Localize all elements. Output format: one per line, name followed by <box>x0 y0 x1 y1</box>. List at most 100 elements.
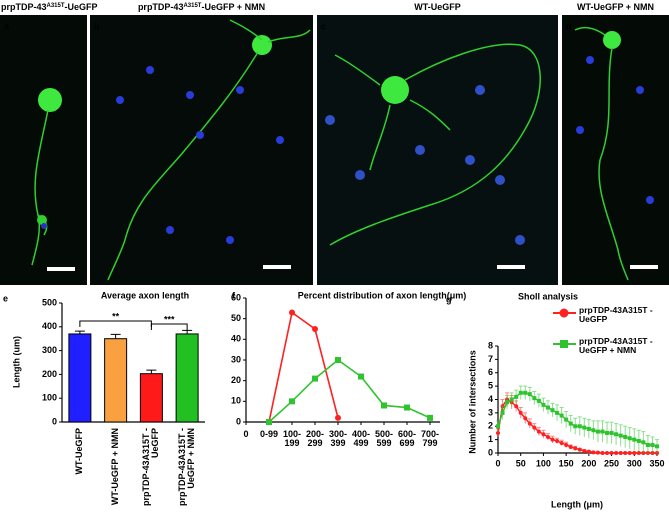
data-point <box>577 447 582 452</box>
data-point <box>289 398 295 405</box>
y-tick-label: 0 <box>236 416 241 426</box>
y-tick-label: 400 <box>42 321 57 331</box>
panel-letter: g <box>446 294 452 304</box>
y-tick-label: 7 <box>488 354 493 364</box>
data-point <box>536 429 541 434</box>
data-point <box>518 390 523 395</box>
data-point <box>568 421 573 426</box>
x-tick-label: 150 <box>559 458 574 468</box>
data-point <box>623 451 628 455</box>
data-point <box>605 451 610 455</box>
data-point <box>614 432 619 437</box>
scale-bar <box>630 265 658 269</box>
title-part: prpTDP-43 <box>1 2 47 12</box>
x-tick-label: 350 <box>649 458 664 468</box>
x-tick-label: 50 <box>516 458 526 468</box>
x-tick-label: 0 <box>243 429 249 439</box>
x-tick-label: 400-499 <box>351 429 370 449</box>
neurite <box>329 43 541 246</box>
panel-letter: d <box>566 21 572 31</box>
y-tick-label: 1 <box>488 434 493 444</box>
nucleus <box>41 223 47 229</box>
data-point <box>655 444 659 449</box>
y-tick-label: 60 <box>231 292 241 302</box>
data-point <box>600 429 605 434</box>
data-point <box>550 408 555 413</box>
neurite <box>107 19 311 281</box>
x-tick-label: 250 <box>604 458 619 468</box>
y-tick-label: 20 <box>231 375 241 385</box>
y-axis-label: Number of intersections <box>467 350 477 454</box>
data-point <box>312 375 318 382</box>
data-point <box>559 440 564 445</box>
legend-label: prpTDP-43A315T -UeGFP <box>579 305 653 324</box>
panel-letter: a <box>4 21 10 31</box>
chart-title: Percent distribution of axon length(μm) <box>298 290 467 300</box>
x-tick-label: 0-99 <box>259 429 278 439</box>
x-axis-label: Length (μm) <box>551 499 603 509</box>
error-bar <box>182 329 193 334</box>
soma <box>381 76 409 104</box>
error-bar <box>146 369 157 374</box>
micrograph-a <box>0 15 87 285</box>
nuclei <box>116 66 284 244</box>
data-point <box>595 429 600 434</box>
x-tick-label: 300-399 <box>328 429 347 449</box>
panel-letter: e <box>3 293 8 303</box>
significance-bracket <box>150 323 188 330</box>
data-point <box>545 405 550 410</box>
data-point <box>614 451 619 455</box>
legend-marker <box>560 340 568 348</box>
data-point <box>518 410 523 415</box>
x-tick-label: 500-599 <box>374 429 393 449</box>
data-point <box>289 309 295 316</box>
data-point <box>577 424 582 429</box>
data-point <box>582 448 587 453</box>
y-tick-label: 0 <box>52 416 57 426</box>
data-point <box>266 419 272 425</box>
panel-bg <box>562 15 669 285</box>
soma <box>37 215 47 225</box>
title-superscript: A315T <box>183 3 201 9</box>
data-point <box>496 424 500 429</box>
error-bar <box>74 330 85 334</box>
x-tick-label: 100 <box>536 458 551 468</box>
bar <box>68 333 92 423</box>
data-point <box>623 434 628 439</box>
data-point <box>532 425 537 430</box>
data-point <box>550 437 555 442</box>
panel-letter: f <box>232 290 236 300</box>
data-point <box>618 451 623 455</box>
panel-letter: c <box>321 21 326 31</box>
data-point <box>541 432 546 437</box>
legend-label: prpTDP-43A315T -UeGFP + NMN <box>579 336 653 355</box>
data-point <box>523 390 528 395</box>
panel-bg <box>90 15 313 285</box>
data-point <box>335 414 341 421</box>
data-point <box>627 436 632 441</box>
data-point <box>559 413 564 418</box>
data-point <box>335 357 341 363</box>
data-point <box>514 394 519 399</box>
title-part: -UeGFP <box>65 2 98 12</box>
data-point <box>536 398 541 403</box>
data-point <box>564 442 569 447</box>
data-point <box>586 449 591 454</box>
data-point <box>500 410 505 415</box>
y-tick-label: 5 <box>488 381 493 391</box>
x-tick-label: 600-699 <box>397 429 416 449</box>
x-tick-label: prpTDP-43A315T -UeGFP <box>140 428 161 507</box>
data-point <box>527 392 532 397</box>
data-point <box>496 430 500 435</box>
data-point <box>632 437 637 442</box>
title-part: WT-UeGFP + NMN <box>577 2 654 12</box>
title-superscript: A315T <box>47 3 65 9</box>
y-tick-label: 0 <box>488 447 493 457</box>
y-tick-label: 200 <box>42 369 57 379</box>
legend-marker <box>559 308 569 318</box>
y-tick-label: 2 <box>488 421 493 431</box>
data-point <box>427 414 433 421</box>
x-tick-label: 200-299 <box>305 429 324 449</box>
